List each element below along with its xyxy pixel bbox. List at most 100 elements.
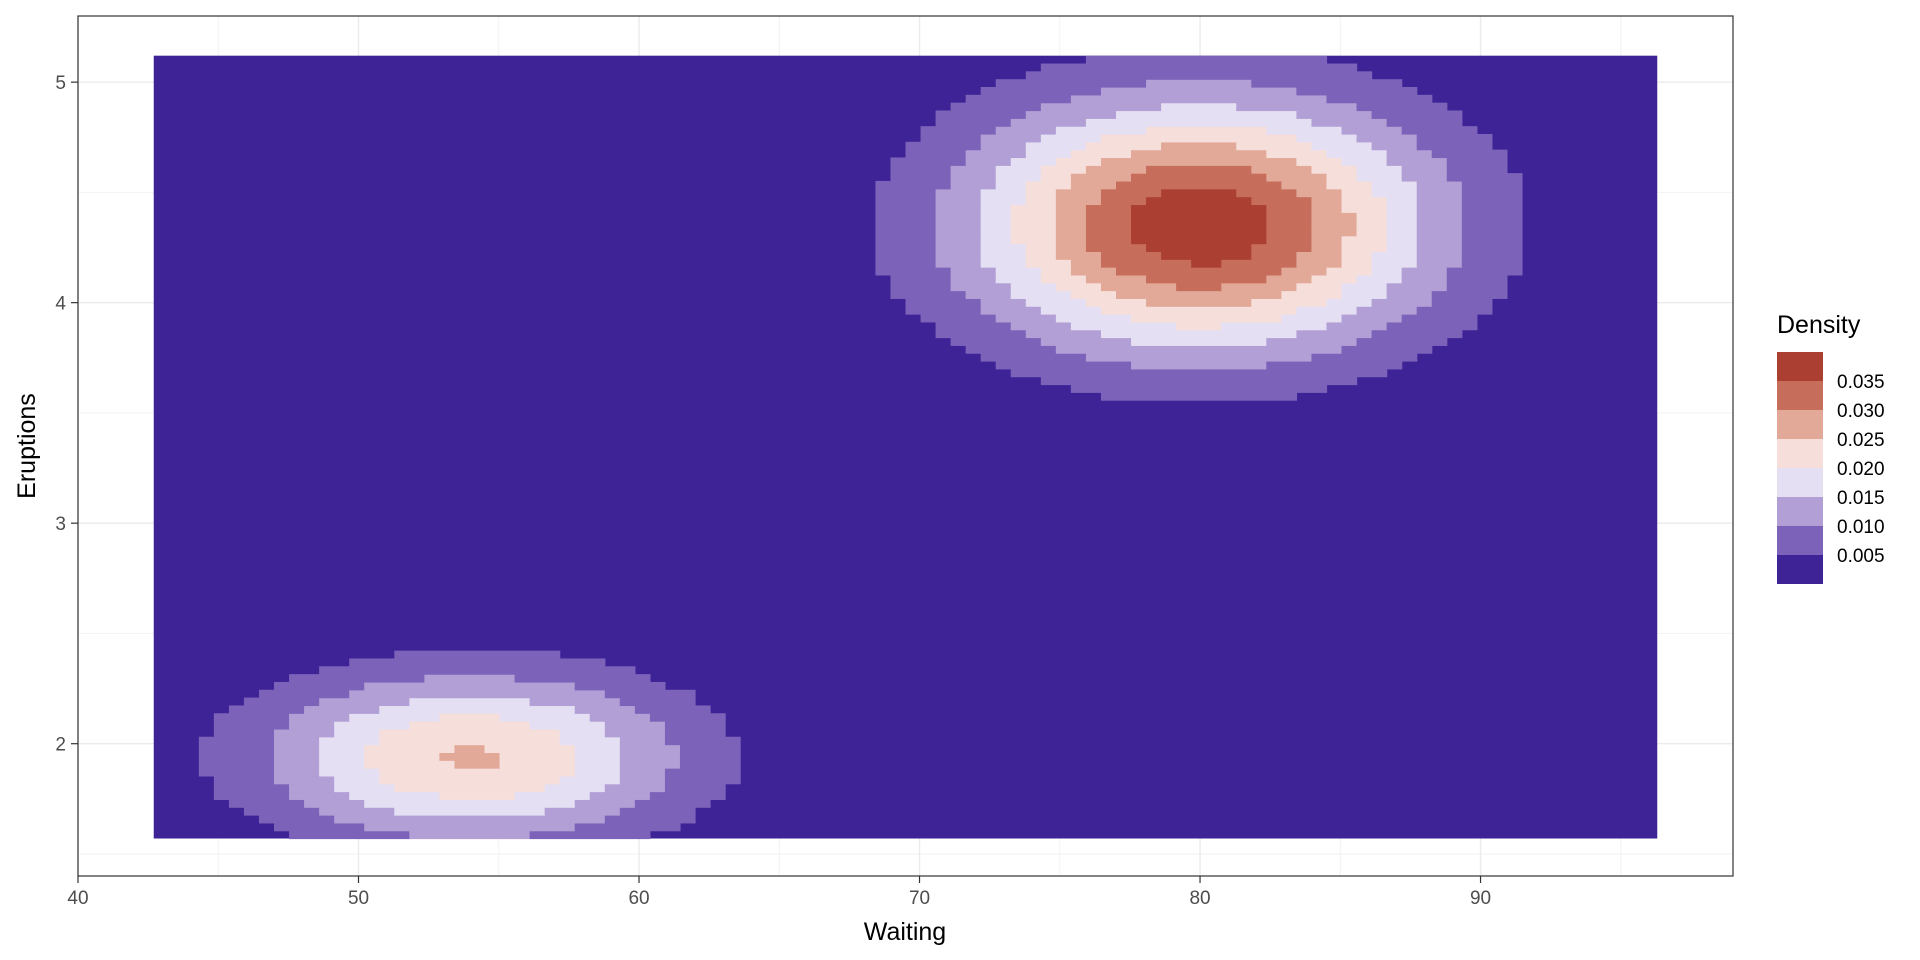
heatmap-cell — [289, 830, 410, 840]
heatmap-cell — [1025, 251, 1057, 260]
heatmap-cell — [1281, 267, 1328, 276]
heatmap-cell — [1131, 173, 1267, 182]
heatmap-cell — [1085, 118, 1313, 127]
heatmap-cell — [1161, 141, 1237, 151]
heatmap-cell — [1131, 212, 1267, 221]
heatmap-cell — [1371, 110, 1463, 119]
x-tick-label: 40 — [67, 888, 88, 909]
heatmap-cell — [334, 815, 606, 824]
heatmap-cell — [965, 149, 1027, 159]
legend-label: 0.010 — [1837, 517, 1885, 538]
heatmap-cell — [1115, 180, 1282, 190]
heatmap-cell — [1371, 329, 1463, 339]
heatmap-cell — [1100, 282, 1177, 292]
heatmap-cell — [243, 807, 320, 816]
heatmap-cell — [1146, 196, 1252, 206]
heatmap-cell — [950, 274, 997, 284]
heatmap-cell — [213, 775, 275, 785]
heatmap-cell — [935, 329, 1027, 339]
heatmap-cell — [394, 807, 546, 816]
heatmap-cell — [1341, 282, 1388, 292]
legend-label: 0.015 — [1837, 488, 1885, 509]
heatmap-cell — [213, 713, 290, 722]
heatmap-cell — [1326, 267, 1373, 276]
heatmap-cell — [1356, 173, 1403, 182]
heatmap-cell — [965, 157, 1012, 166]
heatmap-cell — [1356, 212, 1388, 221]
heatmap-cell — [454, 760, 501, 769]
heatmap-cell — [1386, 196, 1418, 206]
heatmap-cell — [1296, 306, 1358, 315]
heatmap-cell — [334, 721, 410, 730]
heatmap-cell — [1085, 204, 1132, 213]
heatmap-cell — [1296, 87, 1418, 96]
heatmap-cell — [1371, 188, 1418, 198]
heatmap-cell — [454, 744, 486, 754]
heatmap-cell — [1025, 180, 1072, 190]
heatmap-cell — [875, 227, 937, 237]
heatmap-cell — [1176, 282, 1222, 292]
heatmap-cell — [274, 744, 320, 754]
heatmap-cell — [529, 721, 606, 730]
heatmap-cell — [875, 204, 937, 213]
heatmap-cell — [950, 165, 997, 174]
heatmap-cell — [1296, 329, 1373, 339]
heatmap-cell — [1146, 126, 1267, 135]
heatmap-cell — [1401, 314, 1478, 323]
heatmap-cell — [1281, 290, 1343, 299]
heatmap-cell — [935, 251, 982, 260]
heatmap-cell — [439, 752, 501, 761]
heatmap-cell — [1371, 298, 1433, 307]
heatmap-cell — [1055, 243, 1087, 252]
heatmap-cell — [1251, 165, 1313, 174]
heatmap-cell — [1371, 259, 1418, 268]
heatmap-cell — [1100, 87, 1298, 96]
heatmap-cell — [289, 674, 425, 683]
heatmap-cell — [1010, 204, 1057, 213]
heatmap-cell — [935, 220, 982, 229]
heatmap-cell — [574, 744, 621, 754]
heatmap-cell — [875, 212, 937, 221]
heatmap-cell — [1431, 149, 1508, 159]
heatmap-cell — [1356, 274, 1403, 284]
heatmap-cell — [1055, 126, 1147, 135]
heatmap-cell — [1025, 188, 1057, 198]
heatmap-cell — [875, 235, 937, 245]
heatmap-cell — [589, 713, 651, 722]
heatmap-cell — [1386, 290, 1433, 299]
heatmap-cell — [950, 102, 1042, 112]
heatmap-cell — [679, 752, 741, 761]
heatmap-cell — [1025, 259, 1072, 268]
heatmap-cell — [619, 736, 666, 746]
heatmap-cell — [1010, 220, 1057, 229]
heatmap-cell — [980, 196, 1027, 206]
legend-key — [1777, 526, 1823, 555]
heatmap-cell — [1341, 290, 1388, 299]
heatmap-cell — [1341, 235, 1388, 245]
heatmap-cell — [1446, 282, 1508, 292]
heatmap-cell — [1146, 274, 1267, 284]
heatmap-cell — [424, 674, 516, 683]
heatmap-cell — [499, 713, 591, 722]
heatmap-cell — [1311, 227, 1358, 237]
heatmap-cell — [1356, 102, 1448, 112]
heatmap-cell — [664, 775, 741, 785]
heatmap-cell — [228, 705, 305, 714]
heatmap-cell — [1401, 126, 1478, 135]
heatmap-cell — [875, 267, 952, 276]
heatmap-cell — [1040, 173, 1072, 182]
heatmap-cell — [1461, 188, 1523, 198]
heatmap-cell — [980, 204, 1012, 213]
heatmap-cell — [634, 799, 711, 808]
heatmap-cell — [604, 815, 696, 824]
heatmap-cell — [1251, 243, 1313, 252]
heatmap-cell — [1386, 243, 1418, 252]
heatmap-cell — [1266, 235, 1313, 245]
heatmap-cell — [1115, 290, 1282, 299]
heatmap-cell — [514, 791, 591, 800]
heatmap-cell — [1386, 227, 1418, 237]
heatmap-cell — [890, 173, 952, 182]
heatmap-cell — [1025, 243, 1057, 252]
heatmap-cell — [1040, 306, 1102, 315]
heatmap-cell — [1266, 173, 1328, 182]
